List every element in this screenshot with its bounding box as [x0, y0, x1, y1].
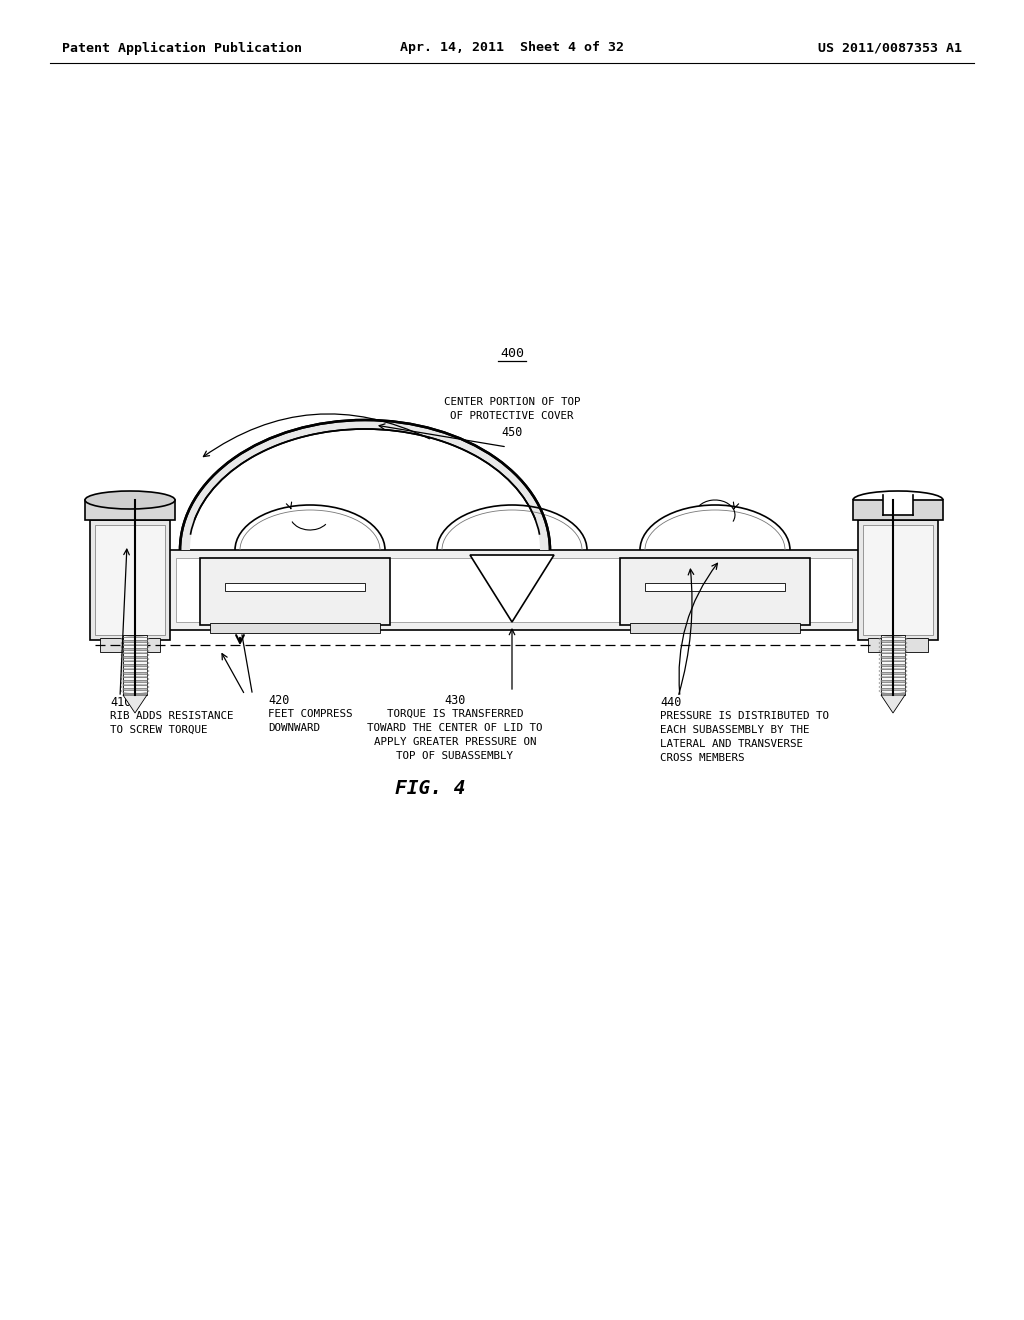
Text: TOP OF SUBASSEMBLY: TOP OF SUBASSEMBLY: [396, 751, 513, 762]
Text: CENTER PORTION OF TOP: CENTER PORTION OF TOP: [443, 397, 581, 407]
Bar: [95, 525, 165, 635]
Bar: [868, 638, 928, 652]
Bar: [225, 583, 365, 591]
Text: 440: 440: [660, 696, 681, 709]
Text: 410: 410: [110, 696, 131, 709]
Text: TOWARD THE CENTER OF LID TO: TOWARD THE CENTER OF LID TO: [368, 723, 543, 733]
Polygon shape: [470, 554, 554, 622]
Bar: [883, 490, 913, 515]
Bar: [85, 500, 175, 520]
Bar: [853, 500, 943, 520]
Text: Patent Application Publication: Patent Application Publication: [62, 41, 302, 54]
Bar: [210, 623, 380, 634]
Text: LATERAL AND TRANSVERSE: LATERAL AND TRANSVERSE: [660, 739, 803, 748]
Text: 400: 400: [500, 347, 524, 360]
FancyArrow shape: [123, 696, 147, 713]
Text: 420: 420: [268, 693, 290, 706]
Text: FEET COMPRESS: FEET COMPRESS: [268, 709, 352, 719]
Text: EACH SUBASSEMBLY BY THE: EACH SUBASSEMBLY BY THE: [660, 725, 810, 735]
Bar: [123, 635, 147, 696]
Bar: [881, 635, 905, 696]
Text: US 2011/0087353 A1: US 2011/0087353 A1: [818, 41, 962, 54]
Text: CROSS MEMBERS: CROSS MEMBERS: [660, 752, 744, 763]
Text: 450: 450: [502, 425, 522, 438]
Bar: [858, 520, 938, 640]
Text: APPLY GREATER PRESSURE ON: APPLY GREATER PRESSURE ON: [374, 737, 537, 747]
Text: DOWNWARD: DOWNWARD: [268, 723, 319, 733]
Text: OF PROTECTIVE COVER: OF PROTECTIVE COVER: [451, 411, 573, 421]
Text: FIG. 4: FIG. 4: [394, 779, 465, 797]
Bar: [176, 558, 852, 622]
Text: RIB ADDS RESISTANCE: RIB ADDS RESISTANCE: [110, 711, 233, 721]
Ellipse shape: [85, 491, 175, 510]
Text: TO SCREW TORQUE: TO SCREW TORQUE: [110, 725, 208, 735]
Text: Apr. 14, 2011  Sheet 4 of 32: Apr. 14, 2011 Sheet 4 of 32: [400, 41, 624, 54]
Bar: [630, 623, 800, 634]
Bar: [90, 520, 170, 640]
Text: TORQUE IS TRANSFERRED: TORQUE IS TRANSFERRED: [387, 709, 523, 719]
Text: PRESSURE IS DISTRIBUTED TO: PRESSURE IS DISTRIBUTED TO: [660, 711, 829, 721]
Text: 430: 430: [444, 693, 466, 706]
Bar: [620, 558, 810, 624]
Bar: [863, 525, 933, 635]
Bar: [168, 550, 860, 630]
Bar: [200, 558, 390, 624]
Bar: [645, 583, 785, 591]
Polygon shape: [180, 420, 550, 550]
FancyArrow shape: [881, 696, 905, 713]
Bar: [100, 638, 160, 652]
